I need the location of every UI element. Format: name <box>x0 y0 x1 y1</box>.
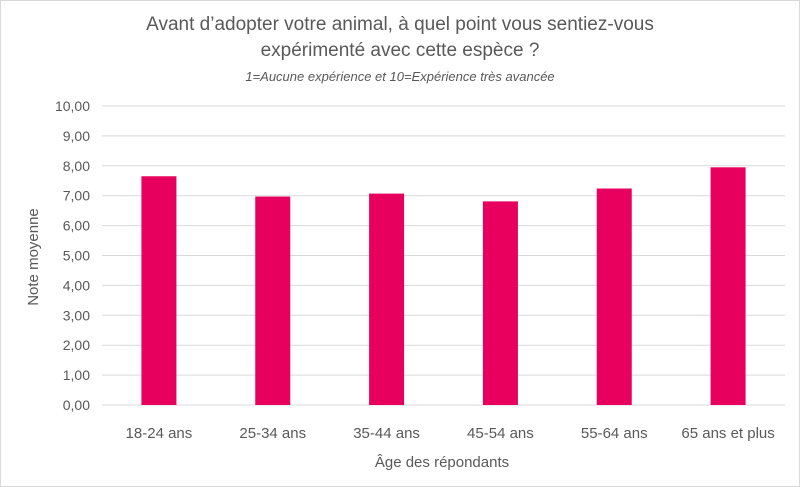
bar <box>141 176 177 405</box>
x-tick-label: 25-34 ans <box>239 425 306 442</box>
y-tick-label: 1,00 <box>63 367 90 383</box>
bar <box>482 201 518 405</box>
chart-title-line-1: Avant d’adopter votre animal, à quel poi… <box>146 14 654 35</box>
y-tick-label: 6,00 <box>63 218 90 234</box>
bar <box>255 196 291 405</box>
x-axis-label: Âge des répondants <box>375 454 509 471</box>
y-tick-label: 4,00 <box>63 277 90 293</box>
gridlines <box>102 105 785 406</box>
bars <box>141 167 746 405</box>
y-tick-label: 9,00 <box>63 128 90 144</box>
bar <box>710 167 746 405</box>
y-tick-label: 5,00 <box>63 248 90 264</box>
bar <box>596 188 632 405</box>
x-tick-label: 35-44 ans <box>353 425 420 442</box>
y-axis-label: Note moyenne <box>25 208 42 306</box>
y-tick-label: 8,00 <box>63 158 90 174</box>
y-tick-label: 2,00 <box>63 337 90 353</box>
y-tick-label: 3,00 <box>63 307 90 323</box>
x-tick-labels: 18-24 ans 25-34 ans 35-44 ans 45-54 ans 55-6… <box>126 425 775 442</box>
y-tick-labels: 0,00 1,00 2,00 3,00 4,00 5,00 6,00 7,00 8,00 9,00… <box>55 98 90 413</box>
y-tick-label: 7,00 <box>63 188 90 204</box>
chart-subtitle: 1=Aucune expérience et 10=Expérience trè… <box>245 69 555 84</box>
bar <box>369 193 405 405</box>
x-tick-label: 55-64 ans <box>581 425 648 442</box>
x-tick-label: 65 ans et plus <box>681 425 774 442</box>
x-tick-label: 18-24 ans <box>126 425 193 442</box>
chart-title-line-2: expérimenté avec cette espèce ? <box>260 40 540 61</box>
y-tick-label: 0,00 <box>63 397 90 413</box>
x-tick-label: 45-54 ans <box>467 425 534 442</box>
y-tick-label: 10,00 <box>55 98 90 114</box>
